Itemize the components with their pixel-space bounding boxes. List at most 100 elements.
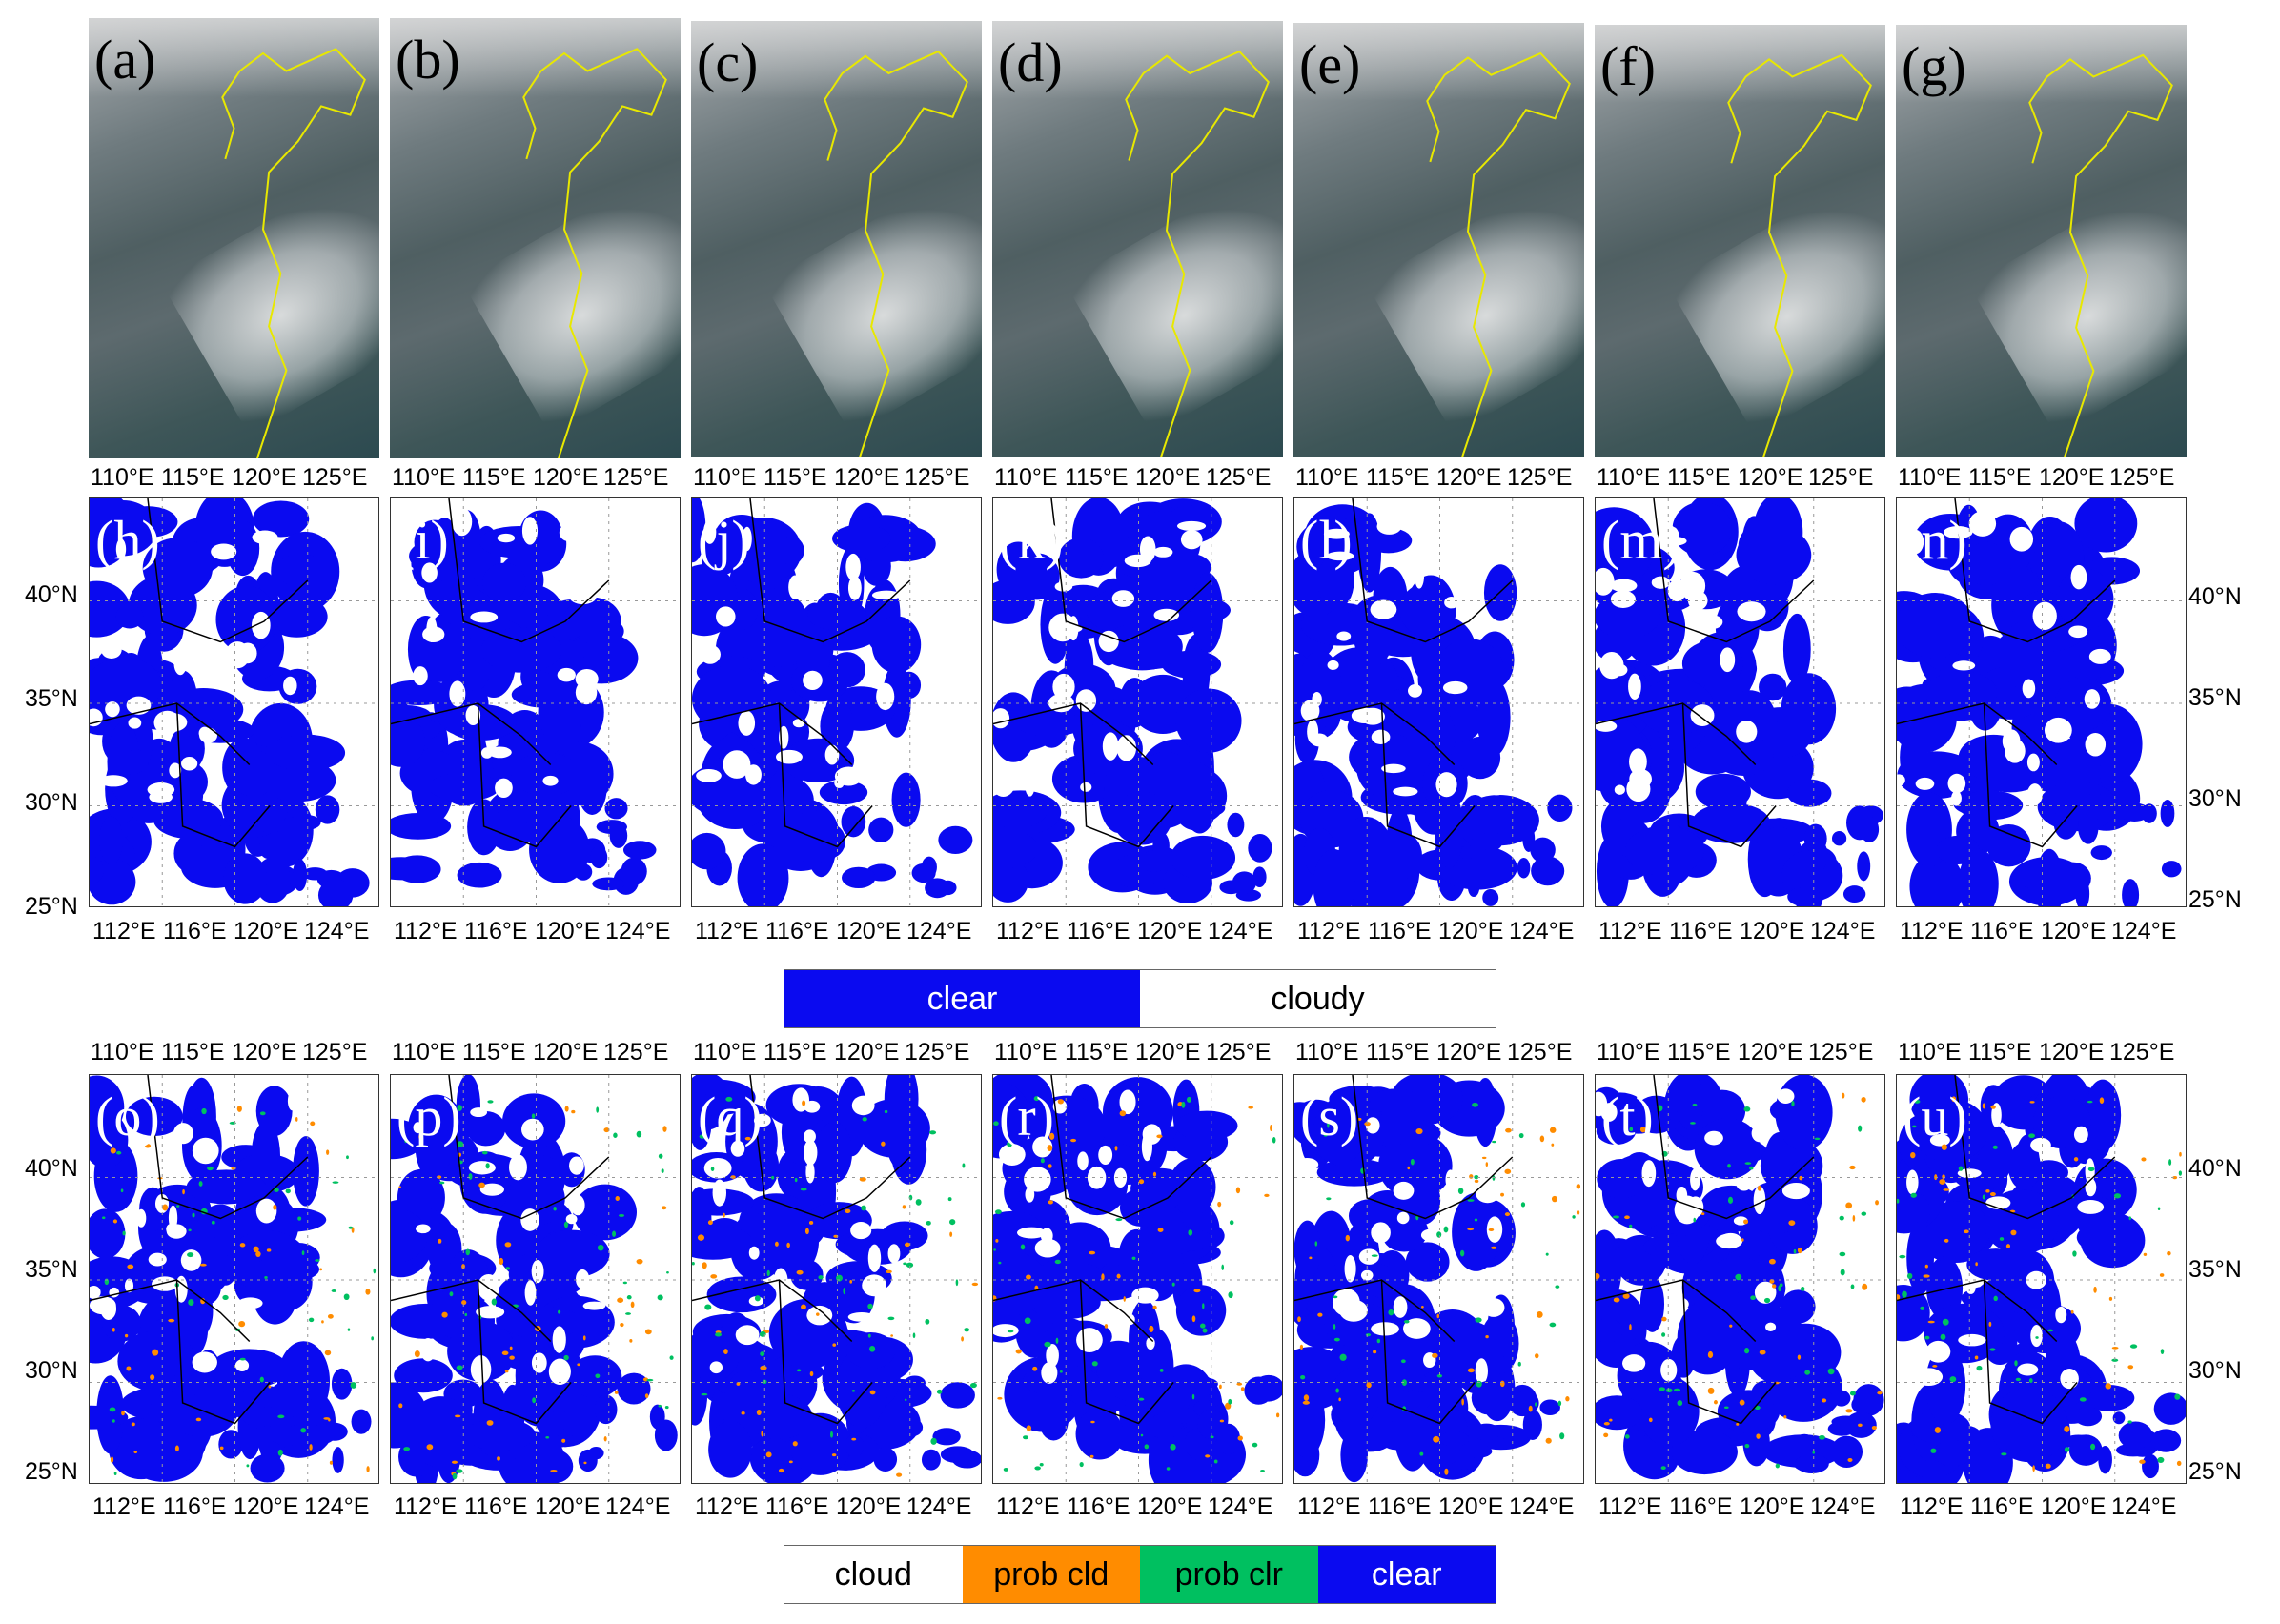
mask-blob (279, 871, 298, 884)
mask-blob (1610, 590, 1637, 608)
mask-blob (438, 1238, 442, 1244)
mask-blob (267, 734, 346, 772)
binary-mask-panel: (j) (691, 497, 982, 907)
mask-blob (1944, 525, 1973, 539)
mask-blob (1846, 805, 1873, 841)
panel-label: (h) (95, 509, 160, 571)
mask-blob (902, 1205, 906, 1209)
mask-blob (748, 1246, 760, 1260)
mask-blob (709, 1361, 723, 1374)
mask-map (993, 498, 1282, 906)
mask-blob (1739, 1399, 1745, 1406)
mask-blob (1975, 1262, 1978, 1267)
mask-blob (1628, 673, 1641, 700)
mask-blob (1850, 1284, 1855, 1289)
mask-blob (1170, 1444, 1176, 1451)
mask-blob (1371, 1222, 1391, 1244)
four-class-mask-panel: (p) (390, 1074, 681, 1484)
mask-blob (1403, 1319, 1410, 1324)
mask-blob (90, 856, 104, 885)
lon-tick-label: 116°E (765, 1493, 829, 1520)
mask-blob (1491, 1246, 1497, 1249)
mask-blob (2141, 1157, 2147, 1162)
mask-blob (884, 1109, 888, 1114)
mask-blob (1827, 1368, 1835, 1375)
mask-blob (1048, 1164, 1052, 1168)
mask-blob (1227, 812, 1245, 838)
coastline-boundary (2028, 53, 2173, 457)
mask-blob (1020, 1244, 1026, 1250)
mask-blob (252, 530, 278, 545)
mask-blob (277, 1449, 283, 1456)
mask-blob (1419, 1451, 1424, 1456)
satellite-panel: (e) (1293, 23, 1584, 457)
mask-blob (1999, 1237, 2005, 1241)
mask-blob (2083, 1385, 2135, 1411)
mask-blob (993, 768, 1016, 798)
mask-blob (1152, 1171, 1157, 1177)
mask-blob (1504, 1168, 1512, 1174)
mask-blob (1473, 1423, 1500, 1441)
mask-blob (1052, 1099, 1068, 1114)
mask-blob (1474, 1078, 1497, 1147)
mask-blob (1743, 1106, 1751, 1112)
lon-tick-label: 112°E (1598, 918, 1662, 944)
mask-blob (1923, 1274, 1930, 1278)
mask-blob (509, 1346, 513, 1350)
mask-blob (1175, 1285, 1227, 1336)
mask-blob (1457, 1188, 1464, 1195)
mask-blob (1520, 1202, 1526, 1208)
lon-tick-label: 124°E (605, 1493, 671, 1520)
mask-blob (1998, 621, 2054, 690)
mask-blob (2009, 526, 2034, 552)
mask-blob (1988, 1321, 1992, 1327)
mask-blob (2090, 1443, 2096, 1451)
mask-blob (2022, 679, 2036, 699)
mask-blob (457, 1141, 464, 1147)
mask-blob (636, 1258, 643, 1265)
lon-tick-label: 112°E (92, 918, 156, 944)
mask-blob (1517, 1361, 1521, 1367)
mask-blob (90, 1208, 126, 1259)
mask-blob (253, 500, 310, 538)
mask-blob (1551, 1143, 1555, 1147)
mask-blob (255, 1198, 277, 1224)
lat-tick-label: 25°N (25, 893, 78, 920)
mask-blob (391, 716, 425, 767)
mask-blob (2064, 1447, 2070, 1452)
mask-blob (485, 1163, 490, 1169)
mask-blob (1264, 1193, 1270, 1197)
mask-blob (1076, 1328, 1103, 1353)
mask-blob (862, 1274, 886, 1297)
binary-mask-panel: (m) (1595, 497, 1885, 907)
mask-blob (1940, 1333, 1946, 1340)
mask-blob (1371, 1322, 1399, 1336)
mask-blob (796, 1269, 804, 1275)
mask-blob (757, 1203, 820, 1279)
mask-blob (1091, 1361, 1098, 1367)
mask-blob (174, 1445, 179, 1452)
mask-blob (454, 1414, 461, 1418)
mask-blob (2167, 1250, 2171, 1256)
province-boundary (692, 1075, 911, 1425)
mask-blob (1033, 1096, 1040, 1102)
mask-blob (1443, 1226, 1449, 1233)
mask-blob (2122, 879, 2140, 906)
mask-blob (259, 1406, 276, 1428)
mask-blob (343, 1293, 350, 1301)
mask-blob (2111, 1358, 2119, 1362)
mask-blob (1032, 1136, 1053, 1158)
mask-blob (603, 1127, 610, 1133)
mask-blob (2070, 564, 2087, 590)
mask-blob (1505, 1127, 1512, 1133)
mask-blob (104, 1278, 110, 1286)
mask-blob (308, 1317, 315, 1323)
mask-blob (906, 1262, 914, 1269)
mask-blob (577, 514, 597, 525)
mask-blob (998, 1261, 1002, 1265)
mask-blob (876, 682, 895, 711)
mask-blob (168, 1318, 175, 1323)
panel-label: (d) (998, 31, 1063, 93)
mask-blob (1727, 1196, 1734, 1204)
satellite-overlay (2028, 53, 2173, 457)
